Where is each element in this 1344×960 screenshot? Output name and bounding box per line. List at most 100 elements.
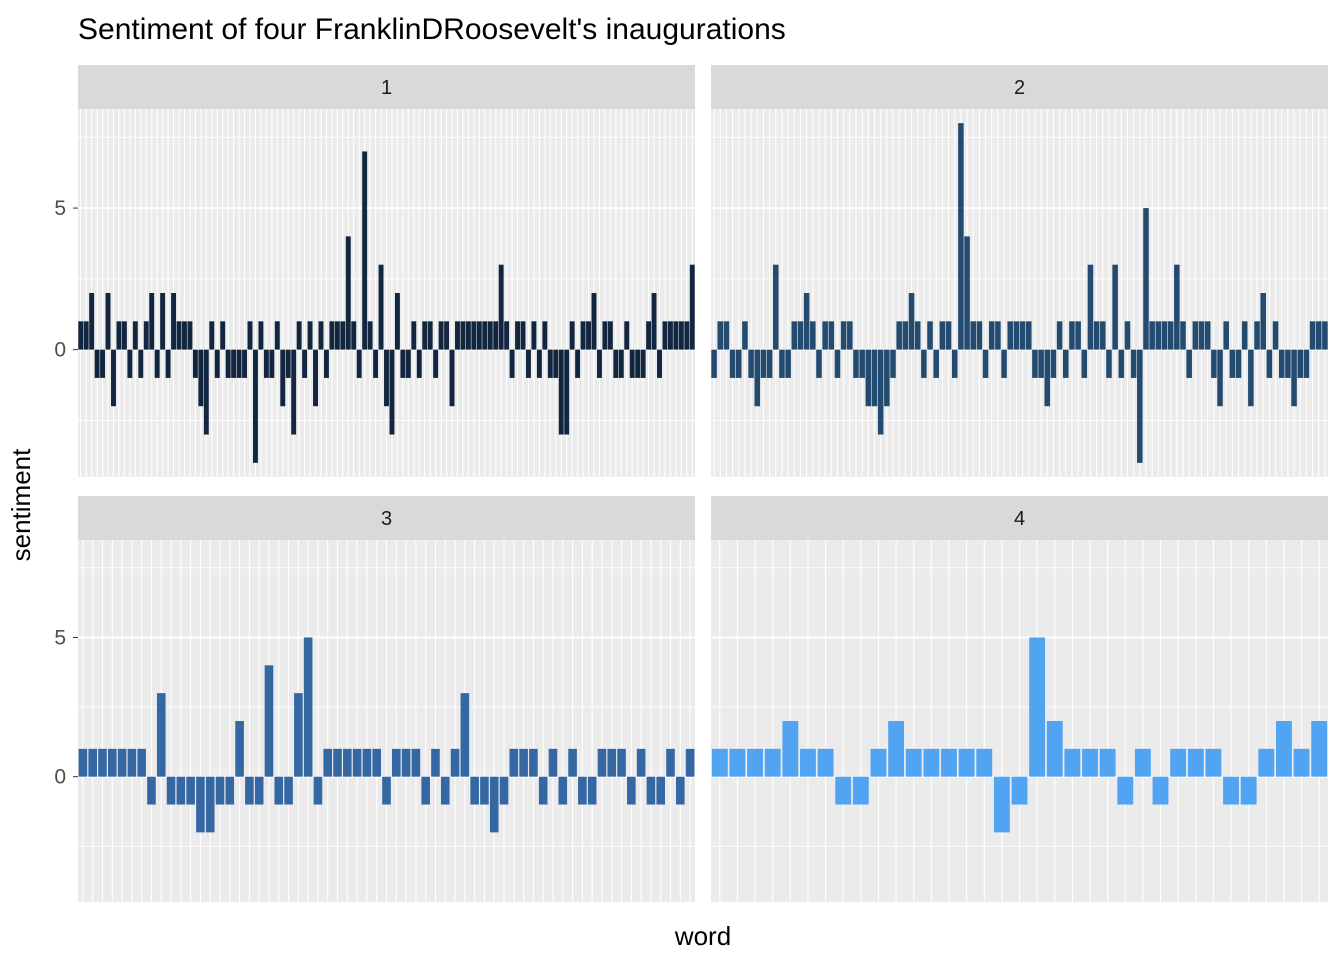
- bar: [676, 776, 685, 805]
- bar: [1137, 349, 1143, 463]
- bar: [176, 321, 182, 350]
- bar: [636, 748, 646, 777]
- bar: [1254, 321, 1260, 350]
- bar: [1143, 208, 1149, 350]
- bar: [1117, 776, 1134, 805]
- facet-strip: [711, 496, 1328, 540]
- bar: [1186, 349, 1192, 378]
- y-tick-label: 5: [54, 197, 66, 220]
- bar: [284, 776, 293, 805]
- bar: [1241, 321, 1248, 350]
- bar: [723, 321, 730, 350]
- bar: [78, 748, 88, 777]
- bar: [1205, 748, 1222, 777]
- bar: [852, 776, 869, 805]
- bar: [100, 349, 106, 378]
- bar: [362, 748, 372, 777]
- bar: [1187, 748, 1204, 777]
- bar: [1291, 349, 1297, 407]
- bar: [460, 693, 470, 777]
- bar: [569, 321, 575, 350]
- bar: [1056, 321, 1063, 350]
- bar: [859, 349, 865, 378]
- bar: [782, 721, 799, 777]
- bar: [602, 321, 608, 350]
- bar: [685, 748, 695, 777]
- y-tick-label: 5: [54, 626, 66, 649]
- bar: [378, 264, 384, 350]
- bar: [678, 321, 684, 350]
- facet-strip-label: 3: [381, 508, 392, 530]
- bar: [487, 321, 493, 350]
- bar: [613, 349, 619, 378]
- bar: [329, 321, 335, 350]
- bar: [498, 264, 504, 350]
- bar: [840, 321, 847, 350]
- bar: [791, 321, 798, 350]
- facet-panels: 1 0 5 2 3 0 5 4: [54, 65, 1328, 902]
- bar: [493, 321, 499, 350]
- bar: [976, 321, 983, 350]
- bar: [352, 748, 362, 777]
- bar: [460, 321, 466, 350]
- bar: [121, 321, 127, 350]
- bar: [656, 776, 666, 805]
- bar: [1082, 748, 1098, 777]
- bar: [394, 293, 400, 350]
- bar: [618, 349, 624, 378]
- bar: [274, 776, 284, 805]
- facet-strip: [78, 496, 695, 540]
- bar: [117, 748, 127, 777]
- bar: [215, 776, 225, 805]
- bar: [465, 321, 471, 350]
- bar: [1223, 776, 1239, 805]
- bar: [1019, 321, 1026, 350]
- bar: [800, 748, 816, 777]
- bar: [220, 321, 226, 350]
- bar: [607, 321, 613, 350]
- bar: [252, 349, 258, 463]
- bar: [945, 321, 952, 350]
- bar: [520, 321, 526, 350]
- bar: [1100, 321, 1106, 350]
- bar: [105, 293, 111, 350]
- bar: [382, 776, 391, 805]
- bar: [1198, 321, 1205, 350]
- bar: [411, 321, 417, 350]
- bar: [476, 321, 482, 350]
- bar: [923, 748, 940, 777]
- bar: [580, 321, 586, 350]
- bar: [1311, 721, 1328, 777]
- bar: [914, 321, 921, 350]
- bar: [976, 748, 993, 777]
- bar: [225, 349, 231, 378]
- bar: [137, 748, 146, 777]
- bar: [921, 349, 927, 378]
- bar: [988, 321, 995, 350]
- bar: [1229, 349, 1236, 378]
- bar: [666, 748, 675, 777]
- bar: [597, 748, 607, 777]
- bar: [1170, 748, 1187, 777]
- bar: [964, 236, 970, 350]
- bar: [302, 349, 308, 378]
- bar: [547, 349, 553, 378]
- y-axis-title: sentiment: [6, 448, 36, 561]
- bar: [245, 776, 254, 805]
- bar: [1266, 349, 1273, 378]
- bar: [160, 293, 166, 350]
- bar: [1161, 321, 1168, 350]
- bar: [205, 776, 215, 833]
- bar: [735, 349, 742, 378]
- bar: [747, 748, 764, 777]
- bar: [1032, 349, 1038, 378]
- bar: [416, 349, 422, 378]
- bar: [296, 321, 302, 350]
- bar: [242, 349, 247, 378]
- facet-strip-label: 4: [1014, 508, 1025, 530]
- bar: [803, 293, 810, 350]
- bar: [1309, 321, 1316, 350]
- bar: [411, 748, 421, 777]
- bar: [438, 321, 444, 350]
- bar: [433, 349, 439, 378]
